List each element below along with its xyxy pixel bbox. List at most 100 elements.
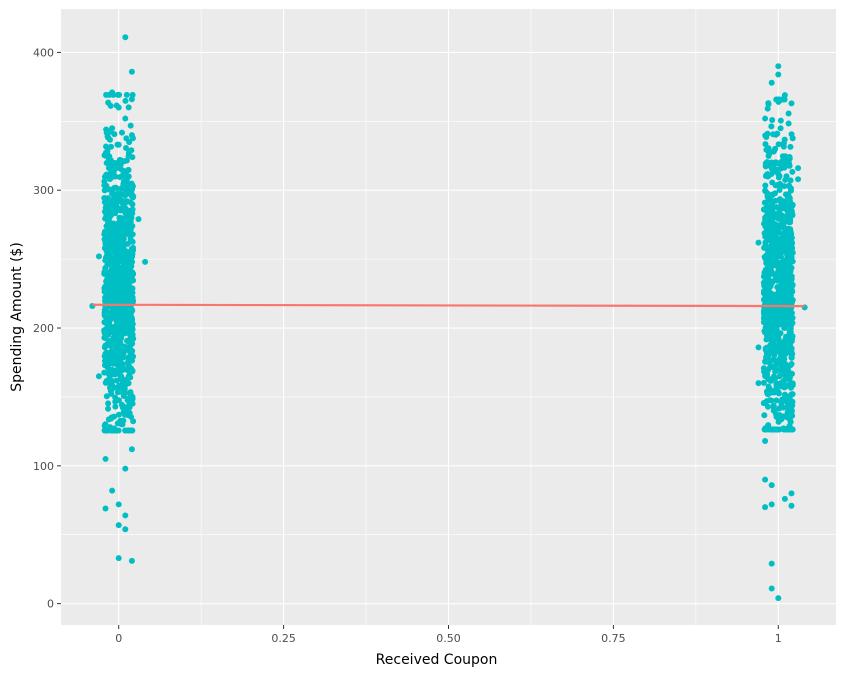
y-axis-title: Spending Amount ($) [9,242,25,392]
scatter-point [123,215,130,222]
scatter-point [768,501,775,508]
scatter-point [780,143,787,150]
scatter-point [768,208,775,215]
scatter-point [787,177,794,184]
y-tick-labels: 0 100 200 300 400 [33,46,54,610]
scatter-point [112,162,119,169]
scatter-point [129,91,136,98]
scatter-point [773,131,780,138]
scatter-point [123,281,130,288]
scatter-point [765,287,772,294]
scatter-point [129,395,136,402]
scatter-point [765,391,772,398]
scatter-point [130,193,137,200]
scatter-point [128,96,135,103]
scatter-point [125,173,132,180]
scatter-point [129,289,136,296]
scatter-point [119,311,126,318]
scatter-point [112,297,119,304]
scatter-point [118,129,125,136]
scatter-point [129,331,136,338]
scatter-point [129,201,136,208]
scatter-point [116,192,123,199]
scatter-point [125,272,132,279]
scatter-point [113,361,120,368]
scatter-point [761,327,768,334]
scatter-point [770,328,777,335]
scatter-point [772,182,779,189]
scatter-point [124,322,131,329]
scatter-point [775,170,782,177]
scatter-point [95,373,102,380]
scatter-point [789,240,796,247]
scatter-point [762,373,769,380]
scatter-point [122,526,129,533]
scatter-point [782,225,789,232]
scatter-point [762,115,769,122]
scatter-point [125,412,132,419]
scatter-point [781,495,788,502]
scatter-point [107,201,114,208]
scatter-point [769,191,776,198]
scatter-point [786,182,793,189]
scatter-point [122,224,129,231]
scatter-point [783,264,790,271]
scatter-point [764,190,771,197]
y-tick-label: 100 [33,460,54,473]
scatter-point [108,312,115,319]
scatter-point [128,308,135,315]
scatter-point [115,256,122,263]
scatter-point [779,212,786,219]
scatter-point [784,232,791,239]
scatter-point [123,329,130,336]
scatter-point [117,216,124,223]
scatter-point [124,427,131,434]
scatter-point [774,284,781,291]
scatter-point [101,312,108,319]
scatter-point [781,323,788,330]
scatter-point [110,269,117,276]
scatter-point [111,264,118,271]
scatter-point [788,490,795,497]
scatter-point [780,377,787,384]
scatter-point [773,397,780,404]
scatter-point [114,389,121,396]
scatter-point [102,455,109,462]
x-tick-label: 0 [115,632,122,645]
scatter-point [105,232,112,239]
scatter-point [782,176,789,183]
scatter-point [762,504,769,511]
scatter-point [762,476,769,483]
scatter-point [766,397,773,404]
scatter-point [767,242,774,249]
scatter-point [105,157,112,164]
scatter-point [788,384,794,391]
scatter-point [120,181,127,188]
scatter-point [111,131,118,138]
scatter-point [782,153,789,160]
scatter-point [109,242,116,249]
scatter-point [769,219,776,226]
scatter-point [785,426,792,433]
scatter-point [774,331,781,338]
scatter-point [777,296,784,303]
scatter-point [127,389,134,396]
scatter-point [783,241,790,248]
scatter-point [789,299,796,306]
scatter-point [118,401,125,408]
scatter-point [115,522,122,529]
scatter-point [103,126,110,133]
scatter-point [95,253,102,260]
scatter-point [105,370,112,377]
scatter-point [762,163,769,170]
x-tick-label: 0.25 [271,632,296,645]
scatter-point [788,360,795,367]
y-tick-label: 200 [33,322,54,335]
scatter-point [761,308,768,315]
scatter-point [765,422,772,429]
scatter-point [126,401,133,408]
scatter-point [770,270,777,277]
scatter-point [122,205,129,212]
scatter-point [763,252,770,259]
scatter-point [113,427,120,434]
